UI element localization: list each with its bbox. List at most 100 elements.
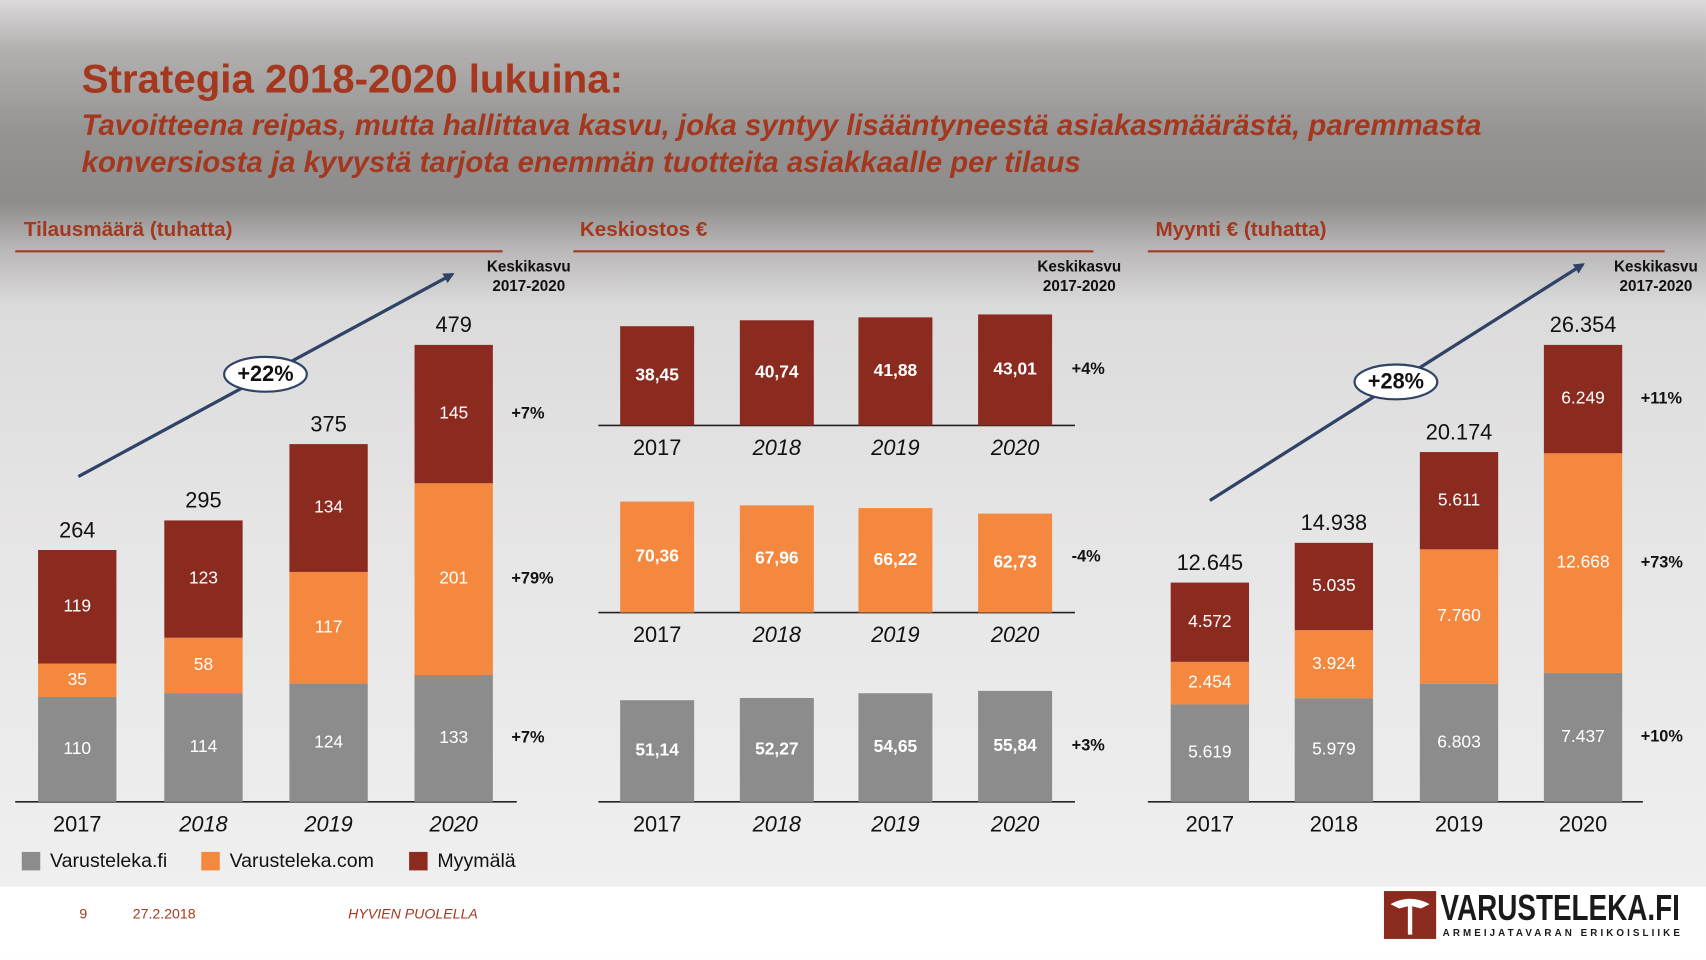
value-label: 12.668 <box>1556 552 1609 572</box>
value-label: 7.760 <box>1437 605 1481 625</box>
bar-segment <box>414 344 493 484</box>
x-tick-label: 2018 <box>752 812 801 837</box>
growth-badge <box>223 355 308 393</box>
value-label: 70,36 <box>635 546 679 566</box>
bar-segment <box>38 696 117 802</box>
growth-label: +79% <box>511 569 554 587</box>
growth-note: 2017-2020 <box>492 278 565 295</box>
growth-label: +73% <box>1641 553 1684 571</box>
x-tick-label: 2019 <box>870 622 919 647</box>
total-label: 264 <box>59 517 95 542</box>
value-label: 133 <box>439 727 468 747</box>
total-label: 375 <box>310 411 346 436</box>
value-label: 6.803 <box>1437 731 1481 751</box>
total-growth: +22% <box>237 361 293 386</box>
footer-date: 27.2.2018 <box>132 905 196 922</box>
charts: Tilausmäärä (tuhatta) Keskikasvu 2017-2020… <box>15 218 1698 872</box>
bar <box>620 326 695 426</box>
total-label: 14.938 <box>1301 510 1368 535</box>
x-tick-label: 2017 <box>633 435 681 460</box>
x-tick-label: 2018 <box>752 622 801 647</box>
value-label: 55,84 <box>993 735 1037 755</box>
growth-label: -4% <box>1072 547 1102 565</box>
x-tick-label: 2018 <box>752 435 801 460</box>
legend-label: Myymälä <box>437 850 515 872</box>
value-label: 52,27 <box>755 739 799 759</box>
bar <box>739 505 814 613</box>
growth-note: Keskikasvu <box>1614 259 1698 276</box>
value-label: 134 <box>314 497 343 517</box>
bar <box>978 513 1053 613</box>
value-label: 201 <box>439 568 468 588</box>
chart-title: Tilausmäärä (tuhatta) <box>24 218 233 241</box>
growth-label: +7% <box>511 729 545 747</box>
value-label: 5.979 <box>1312 739 1356 759</box>
growth-note: Keskikasvu <box>1037 259 1121 276</box>
growth-label: +11% <box>1641 389 1683 407</box>
bar <box>978 690 1053 802</box>
bar <box>739 697 814 802</box>
bar-segment <box>1170 582 1250 662</box>
bar-segment <box>289 571 368 684</box>
bar-segment <box>414 674 493 802</box>
legend-swatch <box>21 851 41 871</box>
value-label: 110 <box>63 738 91 758</box>
x-tick-label: 2020 <box>990 622 1039 647</box>
legend-label: Varusteleka.fi <box>50 850 167 872</box>
value-label: 145 <box>439 403 468 423</box>
total-label: 295 <box>185 488 221 513</box>
growth-label: +7% <box>511 404 545 422</box>
value-label: 7.437 <box>1561 726 1605 746</box>
growth-badge <box>1353 363 1439 401</box>
value-label: 58 <box>194 654 213 674</box>
x-tick-label: 2019 <box>1435 812 1483 837</box>
growth-note: 2017-2020 <box>1620 278 1693 295</box>
bar-segment <box>38 663 117 697</box>
bar-segment <box>164 637 243 694</box>
value-label: 40,74 <box>755 361 799 381</box>
bar-segment <box>1170 704 1250 802</box>
x-tick-label: 2019 <box>870 812 919 837</box>
total-growth: +28% <box>1368 369 1424 394</box>
bar-segment <box>1419 683 1499 802</box>
value-label: 38,45 <box>635 364 679 384</box>
bar <box>620 501 695 613</box>
bar-segment <box>1419 452 1499 550</box>
logo-subtitle: ARMEIJATAVARAN ERIKOISLIIKE <box>1443 928 1681 939</box>
value-label: 35 <box>68 669 87 689</box>
x-tick-label: 2017 <box>53 812 101 837</box>
bar-segment <box>1294 630 1374 699</box>
value-label: 5.035 <box>1312 575 1356 595</box>
growth-note: 2017-2020 <box>1043 278 1116 295</box>
x-tick-label: 2019 <box>870 435 919 460</box>
value-label: 51,14 <box>635 740 679 760</box>
value-label: 123 <box>189 568 218 588</box>
x-tick-label: 2019 <box>303 812 352 837</box>
bar-segment <box>38 550 117 664</box>
value-label: 66,22 <box>874 549 918 569</box>
slide-title: Strategia 2018-2020 lukuina: <box>81 56 624 102</box>
bar-segment <box>1543 453 1623 673</box>
growth-note: Keskikasvu <box>487 259 571 276</box>
bar-segment <box>1294 698 1374 802</box>
bar-segment <box>289 444 368 572</box>
value-label: 54,65 <box>874 736 918 756</box>
value-label: 124 <box>314 731 343 751</box>
value-label: 67,96 <box>755 548 799 568</box>
page-number: 9 <box>79 905 88 922</box>
growth-label: +4% <box>1072 360 1106 378</box>
logo-emblem <box>1390 898 1430 935</box>
x-tick-label: 2017 <box>1186 812 1234 837</box>
value-label: 117 <box>315 616 343 636</box>
bar-segment <box>1294 542 1374 631</box>
total-label: 479 <box>436 312 472 337</box>
bar-segment <box>164 520 243 638</box>
x-tick-label: 2018 <box>178 812 227 837</box>
x-tick-label: 2020 <box>990 435 1039 460</box>
x-tick-label: 2020 <box>429 812 478 837</box>
value-label: 6.249 <box>1561 388 1605 408</box>
value-label: 5.619 <box>1188 742 1232 762</box>
logo: VARUSTELEKA.FI ARMEIJATAVARAN ERIKOISLII… <box>1383 889 1681 939</box>
legend-swatch <box>201 851 220 871</box>
